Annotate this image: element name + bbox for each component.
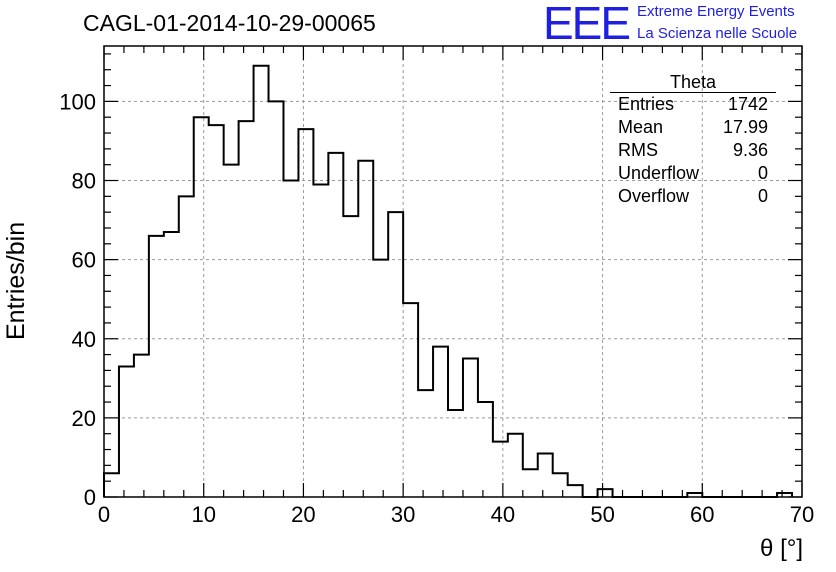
y-tick-label: 20	[72, 406, 96, 431]
histogram-bin	[179, 196, 194, 497]
stats-row-value: 0	[757, 186, 768, 206]
histogram-bin	[224, 165, 239, 497]
stats-row: RMS 9.36	[610, 139, 776, 162]
stats-row-label: RMS	[618, 140, 658, 160]
stats-row-value: 9.36	[732, 140, 768, 160]
histogram-bin	[343, 216, 358, 497]
stats-row: Entries 1742	[610, 93, 776, 116]
histogram-bin	[239, 121, 254, 497]
histogram-bin	[523, 469, 538, 497]
x-tick-label: 0	[98, 502, 110, 527]
histogram-bin	[269, 101, 284, 497]
histogram-bin	[418, 390, 433, 497]
y-tick-label: 60	[72, 248, 96, 273]
logo-line-1: Extreme Energy Events	[637, 3, 795, 20]
histogram-bin	[388, 212, 403, 497]
histogram-bin	[298, 129, 313, 497]
histogram-bin	[104, 473, 119, 497]
histogram-bin	[493, 442, 508, 497]
histogram-bin	[358, 161, 373, 497]
histogram-bin	[433, 347, 448, 497]
stats-box: Theta Entries 1742 Mean 17.99 RMS 9.36 Underfl…	[610, 72, 776, 208]
histogram-bin	[568, 485, 583, 497]
eee-logo-mark: EEE	[543, 0, 631, 49]
histogram-bin	[478, 402, 493, 497]
histogram-bin	[403, 303, 418, 497]
histogram-bin	[209, 125, 224, 497]
y-tick-label: 100	[59, 89, 96, 114]
stats-row-label: Underflow	[618, 163, 700, 183]
histogram-bin	[553, 473, 568, 497]
histogram-bin	[313, 184, 328, 497]
stats-rows: Entries 1742 Mean 17.99 RMS 9.36 Underflow 0 Ove…	[610, 93, 776, 208]
stats-row: Underflow 0	[610, 162, 776, 185]
histogram-bin	[149, 236, 164, 497]
y-tick-label: 0	[84, 485, 96, 510]
y-tick-label: 40	[72, 327, 96, 352]
histogram-bin	[119, 366, 134, 497]
x-tick-label: 50	[590, 502, 614, 527]
x-tick-label: 60	[690, 502, 714, 527]
stats-row-label: Mean	[618, 117, 664, 137]
histogram-bin	[164, 232, 179, 497]
histogram-bin	[254, 66, 269, 497]
stats-row: Mean 17.99	[610, 116, 776, 139]
plot-frame	[103, 45, 803, 498]
stats-row-label: Entries	[618, 94, 675, 114]
histogram-bin	[283, 181, 298, 497]
x-tick-label: 30	[391, 502, 415, 527]
x-tick-label: 70	[790, 502, 814, 527]
chart-title: CAGL-01-2014-10-29-00065	[83, 10, 376, 36]
stats-row-value: 17.99	[722, 117, 768, 137]
histogram-bin	[538, 453, 553, 497]
histogram-bin	[134, 355, 149, 497]
y-tick-label: 80	[72, 169, 96, 194]
histogram-bin	[508, 434, 523, 497]
histogram-bin	[194, 117, 209, 497]
x-tick-label: 10	[191, 502, 215, 527]
stats-title: Theta	[610, 72, 776, 93]
histogram-bin	[373, 260, 388, 497]
stats-row-value: 0	[757, 163, 768, 183]
histogram-bin	[463, 359, 478, 497]
x-tick-label: 40	[491, 502, 515, 527]
x-axis-label: θ [°]	[760, 535, 803, 562]
x-tick-label: 20	[291, 502, 315, 527]
logo-line-2: La Scienza nelle Scuole	[637, 25, 798, 42]
histogram-bin	[598, 489, 613, 497]
histogram-bin	[328, 153, 343, 497]
stats-row-label: Overflow	[618, 186, 690, 206]
stats-row: Overflow 0	[610, 185, 776, 208]
histogram-bin	[448, 410, 463, 497]
stats-row-value: 1742	[727, 94, 768, 114]
